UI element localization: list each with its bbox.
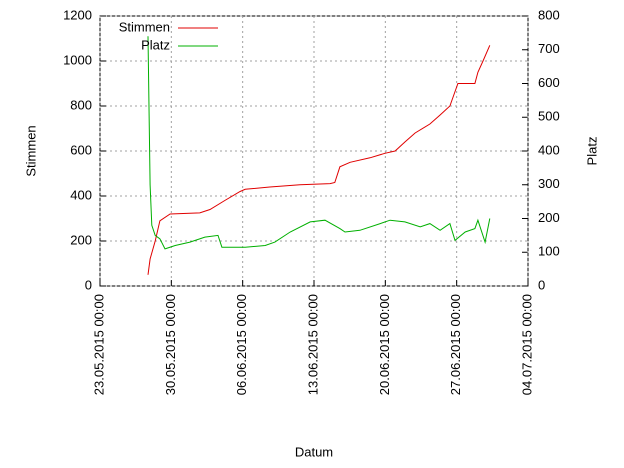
- x-axis-label: Datum: [295, 444, 333, 459]
- x-tick-label: 20.06.2015 00:00: [377, 294, 392, 395]
- y2-tick-label: 200: [538, 210, 560, 225]
- y2-tick-label: 0: [538, 277, 545, 292]
- y2-tick-label: 800: [538, 7, 560, 22]
- y2-tick-label: 100: [538, 244, 560, 259]
- y-tick-label: 200: [70, 232, 92, 247]
- series-line: [147, 45, 491, 275]
- x-tick-label: 13.06.2015 00:00: [305, 294, 320, 395]
- x-tick-label: 06.06.2015 00:00: [234, 294, 249, 395]
- y-tick-label: 400: [70, 187, 92, 202]
- x-tick-label: 23.05.2015 00:00: [91, 294, 106, 395]
- y-axis-label: Stimmen: [23, 125, 38, 176]
- y2-tick-label: 300: [538, 176, 560, 191]
- y2-tick-label: 700: [538, 41, 560, 56]
- legend-label: Stimmen: [119, 19, 170, 34]
- y-tick-label: 600: [70, 142, 92, 157]
- legend-label: Platz: [141, 37, 170, 52]
- y-tick-label: 0: [85, 277, 92, 292]
- y-tick-label: 800: [70, 97, 92, 112]
- y-tick-label: 1200: [63, 7, 92, 22]
- y2-axis-label: Platz: [584, 137, 599, 166]
- series-line: [147, 36, 491, 250]
- x-tick-label: 27.06.2015 00:00: [448, 294, 463, 395]
- y-tick-label: 1000: [63, 52, 92, 67]
- x-tick-label: 04.07.2015 00:00: [519, 294, 534, 395]
- y2-tick-label: 400: [538, 142, 560, 157]
- y2-tick-label: 600: [538, 75, 560, 90]
- x-tick-label: 30.05.2015 00:00: [163, 294, 178, 395]
- y2-tick-label: 500: [538, 109, 560, 124]
